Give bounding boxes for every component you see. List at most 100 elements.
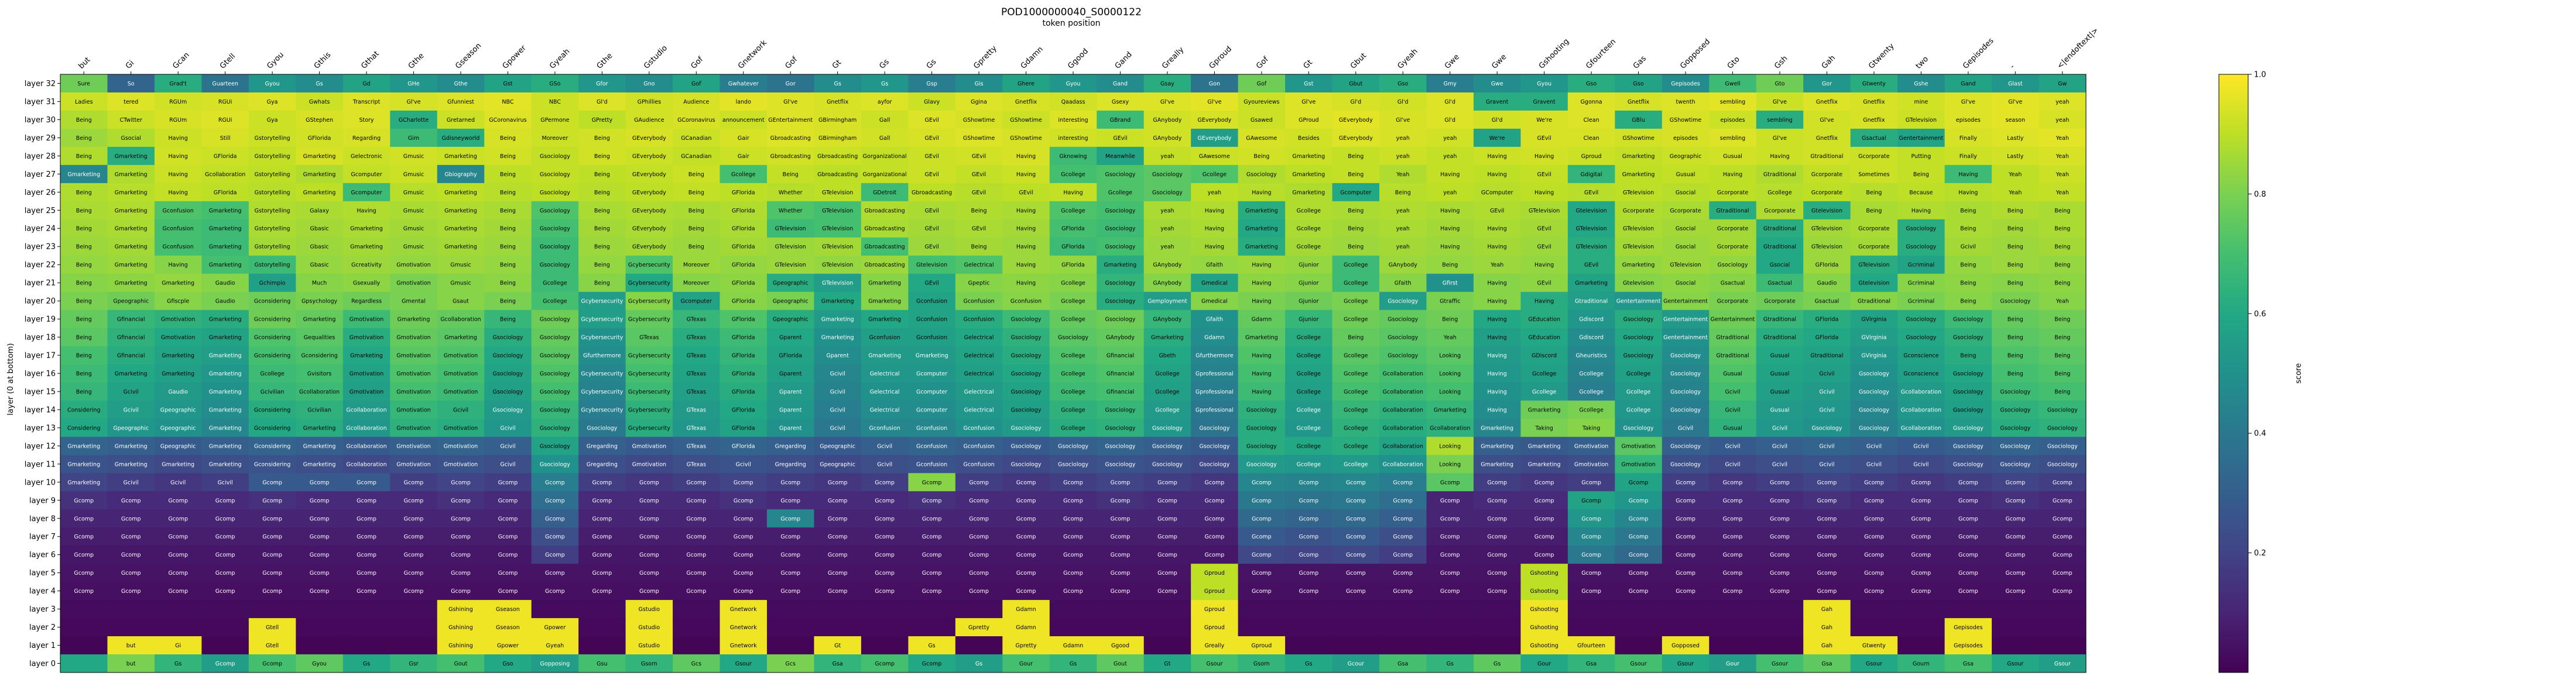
heatmap-cell — [955, 400, 1003, 419]
cell-label: Gravent — [1486, 99, 1509, 105]
heatmap-cell — [1143, 146, 1191, 166]
cell-label: Gcivil — [124, 389, 139, 395]
heatmap-cell — [625, 291, 673, 311]
cell-label: Gelectrical — [964, 371, 994, 378]
cell-label: Gcollege — [1297, 208, 1321, 214]
heatmap-cell — [1567, 382, 1615, 401]
heatmap-cell — [1897, 364, 1945, 383]
cell-label: Gdisneyworld — [442, 135, 480, 142]
cell-label: GTelevision — [775, 226, 806, 232]
cell-label: Gmarketing — [444, 335, 477, 341]
heatmap-cell — [1379, 128, 1427, 147]
heatmap-cell — [1897, 618, 1945, 637]
heatmap-cell — [1709, 636, 1757, 655]
heatmap-cell — [1143, 201, 1191, 220]
heatmap-cell — [1992, 600, 2039, 619]
cell-label: Gjunior — [1299, 262, 1318, 269]
cell-label: GCanadian — [681, 135, 711, 142]
heatmap-cell — [1520, 255, 1568, 274]
heatmap-cell — [1002, 364, 1050, 383]
heatmap-cell — [60, 400, 108, 419]
cell-label: GEverybody — [632, 171, 666, 178]
heatmap-cell — [531, 382, 579, 401]
cell-label: GPhillies — [638, 99, 662, 105]
cell-label: Gsour — [1866, 661, 1882, 667]
cell-label: Gsociology — [1623, 317, 1654, 323]
heatmap-cell — [1709, 110, 1757, 129]
cell-label: GEvil — [924, 135, 938, 142]
heatmap-cell — [1143, 110, 1191, 129]
cell-label: Gstorytelling — [255, 244, 290, 251]
cell-label: yeah — [1396, 244, 1410, 251]
cell-label: Gcomp — [2005, 552, 2025, 558]
cell-label: Gsociology — [1152, 443, 1183, 449]
cell-label: Gcomp — [121, 516, 141, 522]
cell-label: Gmotivation — [396, 461, 430, 468]
heatmap-cell — [531, 291, 579, 311]
x-tick-label: Ggood — [1066, 47, 1090, 71]
cell-label: GFlorida — [1061, 244, 1085, 251]
cell-label: GEvil — [972, 153, 986, 160]
cell-label: sembling — [1720, 99, 1745, 105]
cell-label: Gcivil — [1913, 443, 1928, 449]
cell-label: Gstorytelling — [255, 208, 290, 214]
cell-label: Gcollaboration — [346, 425, 386, 431]
cell-label: Gcomp — [922, 516, 942, 522]
heatmap-cell — [814, 346, 862, 365]
cell-label: Gmarketing — [162, 280, 194, 287]
cell-label: Gl've — [783, 99, 797, 105]
heatmap-cell — [1756, 346, 1804, 365]
heatmap-cell — [1897, 219, 1945, 238]
heatmap-cell — [60, 600, 108, 619]
cell-label: Gsociology — [1152, 461, 1183, 468]
heatmap-cell — [1662, 92, 1710, 111]
cell-label: Gcomp — [1723, 497, 1743, 504]
cell-label: Gcomp — [121, 552, 141, 558]
cell-label: yeah — [1160, 244, 1174, 251]
cell-label: Gcorporate — [1717, 244, 1749, 251]
heatmap-cell — [1473, 183, 1521, 202]
cell-label: Gcomp — [592, 588, 612, 595]
heatmap-cell — [60, 128, 108, 147]
cell-label: GAnybody — [1153, 135, 1181, 142]
heatmap-cell — [908, 310, 956, 328]
cell-label: GFlorida — [732, 425, 755, 431]
cell-label: Gpeographic — [160, 425, 196, 431]
cell-label: Gsour — [1772, 661, 1788, 667]
cell-label: Gcomp — [2053, 552, 2073, 558]
cell-label: Gcomp — [1440, 552, 1460, 558]
cell-label: Gcomp — [215, 516, 235, 522]
cell-label: Gcomp — [1864, 570, 1884, 577]
cell-label: Gconscience — [1903, 353, 1938, 359]
cell-label: Gregarding — [775, 443, 806, 449]
cell-label: Gcollege — [1297, 407, 1321, 413]
cell-label: Gcomp — [875, 534, 895, 540]
cell-label: Gdigital — [1581, 171, 1602, 178]
y-tick-label: layer 30 — [25, 116, 56, 125]
cell-label: Gaudio — [215, 280, 235, 287]
heatmap-cell — [814, 146, 862, 166]
y-tick-label: layer 4 — [29, 587, 56, 596]
cell-label: Being — [1866, 208, 1882, 214]
heatmap-cell — [201, 110, 249, 129]
heatmap-cell — [1097, 201, 1145, 220]
cell-label: Geographic — [1670, 153, 1702, 160]
cell-label: Gconfusion — [163, 208, 194, 214]
heatmap-cell — [296, 310, 344, 328]
cell-label: Gnetflix — [1863, 99, 1885, 105]
cell-label: Gnetflix — [1628, 99, 1650, 105]
heatmap-cell — [1191, 273, 1239, 293]
heatmap-cell — [201, 219, 249, 238]
heatmap-cell — [1379, 255, 1427, 274]
cell-label: Gbroadcasting — [770, 153, 811, 160]
cell-label: GTelevision — [1858, 262, 1889, 269]
heatmap-cell — [1850, 382, 1898, 401]
cell-label: Gcomp — [121, 534, 141, 540]
cell-label: Gtelevision — [1623, 280, 1654, 287]
heatmap-cell — [861, 310, 909, 328]
heatmap-cell — [578, 164, 626, 184]
cell-label: Being — [76, 353, 92, 359]
cell-label: Gepisodes — [1671, 81, 1700, 87]
cell-label: Gsociology — [2000, 407, 2030, 413]
heatmap-cell — [861, 201, 909, 220]
